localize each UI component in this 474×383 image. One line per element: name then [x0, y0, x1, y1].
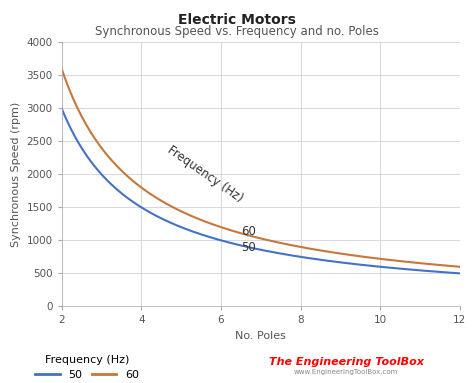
50: [294, 254, 300, 259]
Text: 60: 60: [241, 225, 255, 238]
Text: Electric Motors: Electric Motors: [178, 13, 296, 28]
50: [419, 268, 425, 273]
Line: 60: 60: [62, 69, 460, 267]
50: [457, 271, 463, 276]
60: [59, 66, 64, 71]
60: [394, 259, 400, 263]
Text: Synchronous Speed vs. Frequency and no. Poles: Synchronous Speed vs. Frequency and no. …: [95, 25, 379, 38]
Text: The Engineering ToolBox: The Engineering ToolBox: [269, 357, 423, 367]
60: [419, 261, 425, 266]
Y-axis label: Synchronous Speed (rpm): Synchronous Speed (rpm): [11, 101, 21, 247]
60: [60, 70, 66, 75]
60: [457, 264, 463, 269]
60: [302, 246, 308, 250]
50: [394, 266, 400, 271]
60: [294, 244, 300, 249]
Legend: 50, 60: 50, 60: [36, 355, 139, 380]
50: [59, 106, 64, 110]
60: [296, 244, 301, 249]
50: [296, 254, 301, 259]
50: [60, 109, 66, 114]
Text: 50: 50: [241, 241, 255, 254]
50: [302, 255, 308, 260]
Text: www.EngineeringToolBox.com: www.EngineeringToolBox.com: [294, 369, 398, 375]
X-axis label: No. Poles: No. Poles: [235, 331, 286, 341]
Line: 50: 50: [62, 108, 460, 273]
Text: Frequency (Hz): Frequency (Hz): [165, 143, 246, 205]
